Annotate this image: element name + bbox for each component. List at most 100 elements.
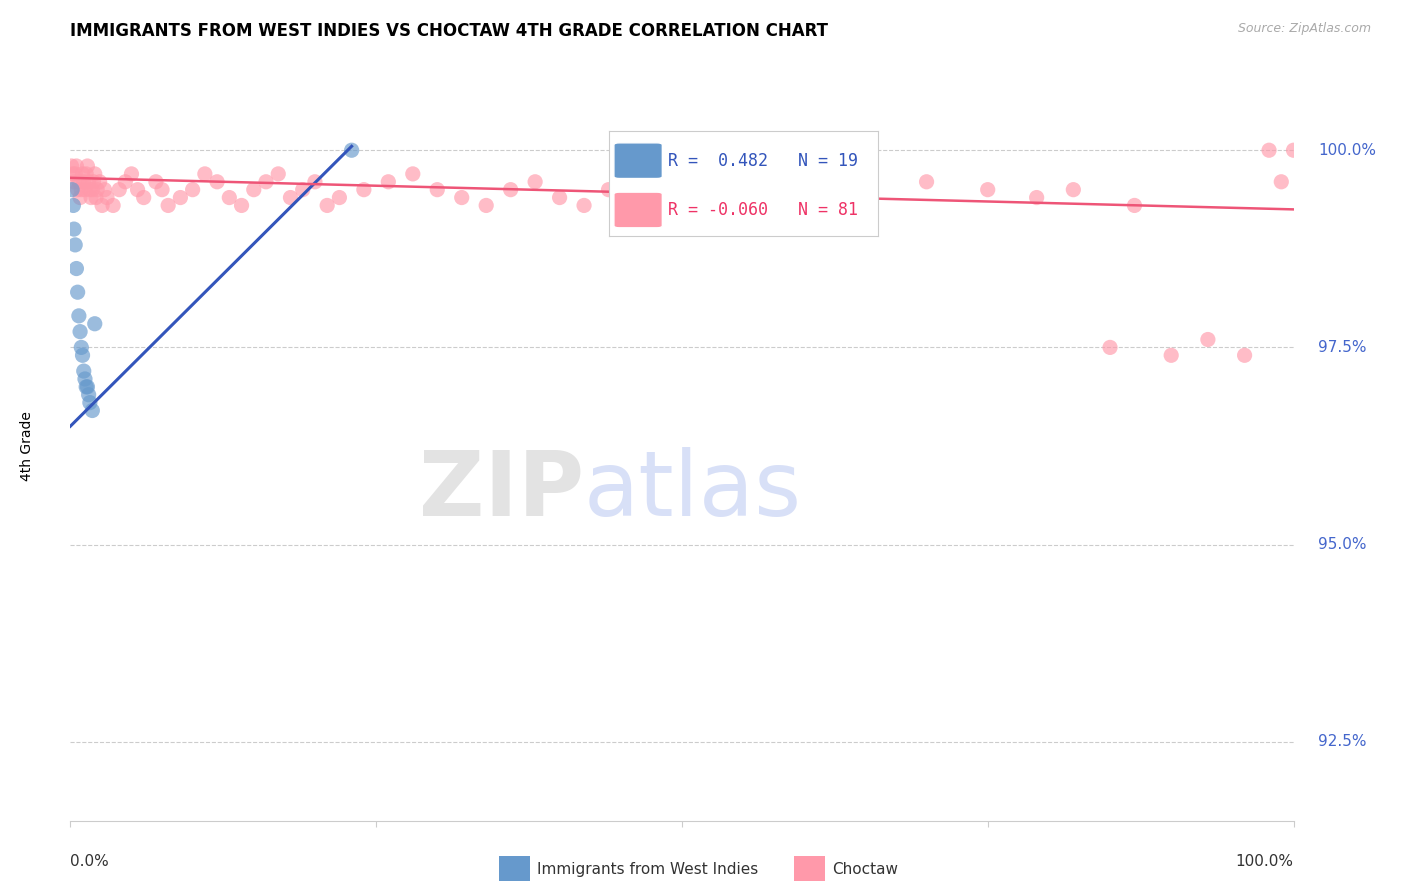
Point: [80, 190, 103, 204]
Point: [127, 183, 149, 197]
Point: [720, 198, 742, 212]
Point: [254, 175, 277, 189]
Point: [169, 190, 191, 204]
Point: [756, 175, 779, 189]
Text: R = -0.060   N = 81: R = -0.060 N = 81: [668, 201, 858, 219]
Point: [1025, 190, 1047, 204]
Point: [63, 167, 86, 181]
Point: [733, 183, 755, 197]
Point: [76, 380, 98, 394]
Point: [548, 190, 571, 204]
Point: [855, 183, 877, 197]
Point: [70, 183, 93, 197]
Point: [89, 175, 111, 189]
Point: [93, 183, 115, 197]
FancyBboxPatch shape: [614, 192, 662, 227]
Point: [340, 143, 363, 157]
Point: [73, 364, 96, 378]
Point: [108, 183, 131, 197]
Point: [132, 190, 155, 204]
Point: [267, 167, 290, 181]
Point: [79, 395, 101, 409]
Point: [695, 190, 717, 204]
Text: ZIP: ZIP: [419, 447, 583, 535]
Point: [63, 222, 86, 236]
Point: [66, 183, 89, 197]
Point: [1197, 333, 1219, 347]
Point: [291, 183, 314, 197]
Point: [231, 198, 253, 212]
Point: [73, 372, 96, 386]
Point: [73, 183, 96, 197]
Point: [82, 403, 104, 417]
Point: [621, 175, 644, 189]
Point: [450, 190, 472, 204]
Point: [194, 167, 217, 181]
Point: [67, 175, 90, 189]
Text: 100.0%: 100.0%: [1317, 143, 1376, 158]
Point: [60, 183, 83, 197]
Point: [83, 167, 105, 181]
Text: IMMIGRANTS FROM WEST INDIES VS CHOCTAW 4TH GRADE CORRELATION CHART: IMMIGRANTS FROM WEST INDIES VS CHOCTAW 4…: [70, 22, 828, 40]
Point: [1062, 183, 1084, 197]
Point: [75, 167, 97, 181]
Point: [647, 167, 669, 181]
Point: [976, 183, 998, 197]
Point: [524, 175, 547, 189]
Point: [377, 175, 399, 189]
Point: [70, 340, 93, 354]
Point: [1123, 198, 1146, 212]
Point: [402, 167, 425, 181]
Text: 4th Grade: 4th Grade: [21, 411, 35, 481]
Point: [76, 159, 98, 173]
Point: [353, 183, 375, 197]
Point: [1160, 348, 1182, 362]
Point: [1282, 143, 1305, 157]
Point: [181, 183, 204, 197]
Point: [63, 238, 86, 252]
Text: Source: ZipAtlas.com: Source: ZipAtlas.com: [1237, 22, 1371, 36]
Point: [77, 388, 100, 402]
Point: [79, 183, 101, 197]
Point: [915, 175, 938, 189]
Point: [86, 183, 108, 197]
Point: [1258, 143, 1281, 157]
Point: [62, 198, 84, 212]
Point: [475, 198, 498, 212]
Point: [67, 309, 90, 323]
Text: 95.0%: 95.0%: [1317, 537, 1367, 552]
Point: [65, 159, 87, 173]
FancyBboxPatch shape: [614, 143, 662, 178]
Text: 100.0%: 100.0%: [1236, 855, 1294, 870]
Text: 0.0%: 0.0%: [70, 855, 110, 870]
Point: [77, 175, 100, 189]
Point: [1099, 340, 1122, 354]
Point: [671, 183, 693, 197]
Point: [243, 183, 266, 197]
Point: [316, 198, 339, 212]
Point: [304, 175, 326, 189]
Point: [75, 380, 97, 394]
Point: [328, 190, 350, 204]
Text: R =  0.482   N = 19: R = 0.482 N = 19: [668, 152, 858, 169]
Text: Immigrants from West Indies: Immigrants from West Indies: [537, 863, 758, 877]
Point: [157, 198, 180, 212]
Point: [69, 325, 91, 339]
Text: 92.5%: 92.5%: [1317, 734, 1367, 749]
Point: [280, 190, 302, 204]
Point: [65, 261, 87, 276]
Point: [1270, 175, 1292, 189]
Point: [82, 183, 104, 197]
Point: [72, 167, 94, 181]
Point: [72, 348, 94, 362]
Point: [91, 198, 114, 212]
Point: [60, 159, 83, 173]
Point: [84, 190, 107, 204]
Point: [499, 183, 522, 197]
Text: 97.5%: 97.5%: [1317, 340, 1367, 355]
Point: [62, 167, 84, 181]
Point: [83, 317, 105, 331]
Point: [66, 285, 89, 300]
Point: [572, 198, 595, 212]
Point: [83, 175, 105, 189]
